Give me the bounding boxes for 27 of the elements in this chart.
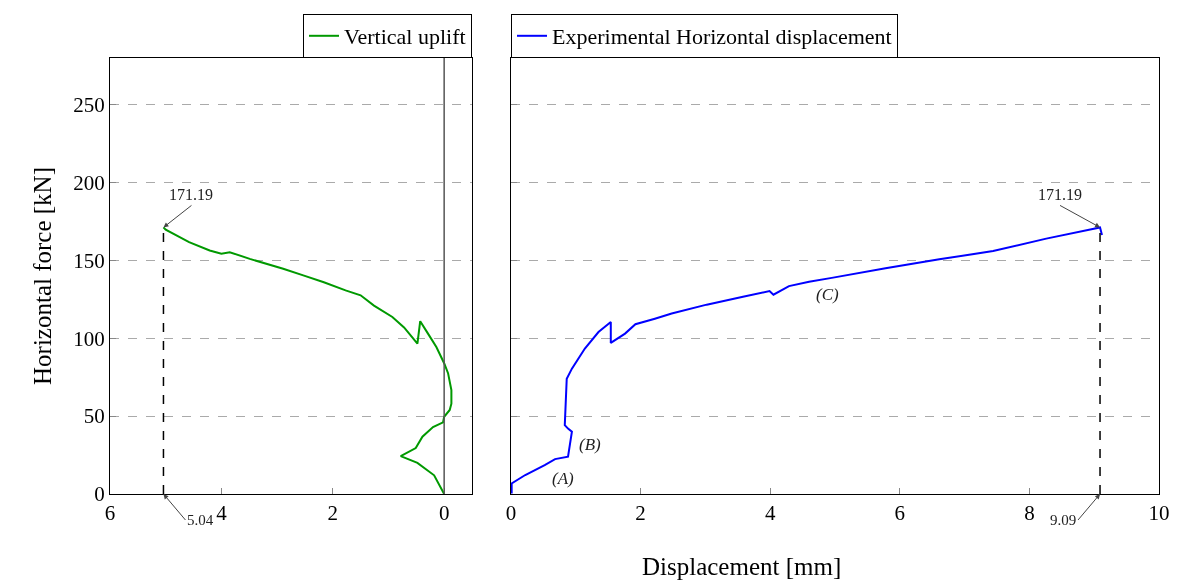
annotation: 171.19 (1038, 186, 1082, 203)
annotation: (C) (816, 285, 839, 304)
legend-label: Experimental Horizontal displacement (552, 24, 892, 50)
ref-line-label: 5.04 (187, 512, 214, 528)
x-tick-label: 4 (764, 501, 776, 526)
y-tick-label: 150 (73, 248, 105, 273)
annotation: (B) (579, 435, 602, 454)
x-tick-label: 2 (327, 501, 339, 526)
y-tick-label: 50 (83, 404, 105, 429)
x-tick-label: 6 (894, 501, 906, 526)
x-axis-title: Displacement [mm] (642, 553, 842, 580)
annotation: (A) (552, 469, 575, 488)
x-tick-label: 4 (216, 501, 228, 526)
x-tick-label: 0 (438, 501, 450, 526)
annotation: 171.19 (169, 186, 213, 203)
y-axis-title: Horizontal force [kN] (29, 167, 57, 385)
x-tick-label: 0 (505, 501, 517, 526)
y-tick-label: 0 (94, 482, 105, 507)
x-tick-label: 8 (1024, 501, 1035, 526)
x-tick-label: 6 (104, 501, 116, 526)
y-tick-label: 200 (73, 170, 105, 195)
x-tick-label: 10 (1148, 501, 1170, 526)
y-tick-label: 100 (73, 326, 105, 351)
y-tick-label: 250 (73, 93, 105, 118)
legend-label: Vertical uplift (344, 24, 466, 50)
x-tick-label: 2 (635, 501, 646, 526)
ref-line-label: 9.09 (1050, 512, 1077, 528)
